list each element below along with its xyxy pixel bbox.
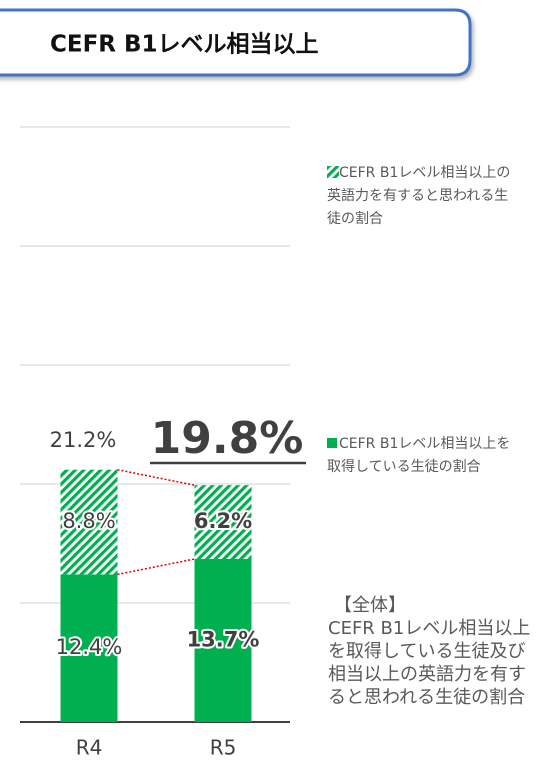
legend-label: CEFR B1レベル相当以上の英語力を有すると思われる生徒の割合 xyxy=(327,165,511,227)
bar-segment xyxy=(194,558,252,722)
x-tick-label: R5 xyxy=(210,736,237,760)
title: CEFR B1レベル相当以上 xyxy=(50,32,319,58)
connector xyxy=(117,468,195,486)
note-text: CEFR B1レベル相当以上を取得している生徒及び相当以上の英語力を有すると思わ… xyxy=(328,618,531,708)
note-title: 【全体】 xyxy=(334,595,406,616)
legend-label: CEFR B1レベル相当以上を取得している生徒の割合 xyxy=(327,436,511,475)
connector xyxy=(117,558,195,576)
data-label: 8.8% xyxy=(62,509,115,533)
note: 【全体】 CEFR B1レベル相当以上を取得している生徒及び相当以上の英語力を有… xyxy=(328,594,543,709)
title-box xyxy=(0,8,472,77)
data-label: 13.7% xyxy=(187,627,260,651)
legend-swatch xyxy=(327,166,339,178)
bar-segment-hatched xyxy=(194,485,252,559)
legend-entry: CEFR B1レベル相当以上の英語力を有すると思われる生徒の割合 xyxy=(327,162,517,231)
legend-entry: CEFR B1レベル相当以上を取得している生徒の割合 xyxy=(327,433,517,479)
total-label: 21.2% xyxy=(50,428,117,452)
bar-segment-hatched xyxy=(60,469,118,575)
x-tick-label: R4 xyxy=(76,736,103,760)
data-label: 6.2% xyxy=(194,509,252,533)
legend-swatch xyxy=(327,438,337,448)
total-label: 19.8% xyxy=(151,413,304,464)
bar-segment xyxy=(60,574,118,722)
data-label: 12.4% xyxy=(56,635,123,659)
